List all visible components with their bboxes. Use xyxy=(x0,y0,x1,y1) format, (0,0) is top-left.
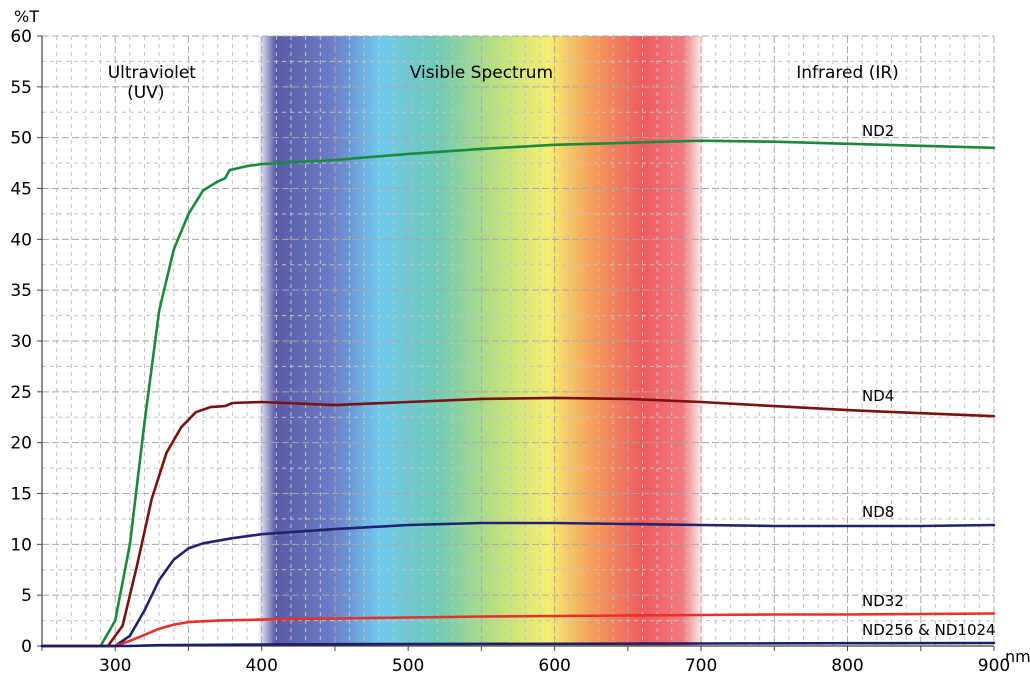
series-line-2 xyxy=(40,521,996,648)
grid xyxy=(41,35,995,647)
annotations: Ultraviolet(UV) Visible Spectrum Infrared … xyxy=(108,63,996,639)
x-tick-label: 400 xyxy=(245,656,277,676)
y-tick-label: 15 xyxy=(10,485,32,505)
region-sublabel-uv: (UV) xyxy=(127,83,164,103)
series-label: ND4 xyxy=(862,387,894,405)
y-tick-label: 55 xyxy=(10,78,32,98)
series-line-3 xyxy=(40,612,996,648)
series-line-1 xyxy=(40,396,996,648)
y-tick-label: 40 xyxy=(10,230,32,250)
y-tick-label: 25 xyxy=(10,383,32,403)
series-label: ND32 xyxy=(862,592,904,610)
y-tick-label: 20 xyxy=(10,434,32,454)
y-tick-label: 35 xyxy=(10,281,32,301)
y-tick-label: 0 xyxy=(21,637,32,657)
region-label-visible: Visible Spectrum xyxy=(410,63,553,83)
y-tick-label: 50 xyxy=(10,129,32,149)
region-label-uv: Ultraviolet xyxy=(108,63,197,83)
y-tick-label: 30 xyxy=(10,332,32,352)
x-tick-label: 800 xyxy=(831,656,863,676)
y-axis-label: %T xyxy=(14,7,39,26)
region-label-ir: Infrared (IR) xyxy=(796,63,899,83)
y-tick-label: 5 xyxy=(21,586,32,606)
x-tick-label: 300 xyxy=(99,656,131,676)
series-line-0 xyxy=(40,139,996,648)
series-label: ND2 xyxy=(862,122,894,140)
x-tick-label: 700 xyxy=(685,656,717,676)
tick-labels: 0 5 10 15 20 25 30 35 40 45 50 55 60 300 400 500 600 700 8… xyxy=(10,27,1010,676)
x-tick-label: 900 xyxy=(978,656,1010,676)
y-tick-label: 10 xyxy=(10,535,32,555)
series-label: ND256 & ND1024 xyxy=(862,621,996,639)
x-tick-label: 600 xyxy=(538,656,570,676)
series-line-4 xyxy=(40,641,996,648)
y-tick-label: 60 xyxy=(10,27,32,47)
series-lines xyxy=(40,139,996,648)
y-tick-label: 45 xyxy=(10,180,32,200)
series-label: ND8 xyxy=(862,503,894,521)
x-tick-label: 500 xyxy=(392,656,424,676)
x-axis-label: nm xyxy=(1005,647,1030,666)
